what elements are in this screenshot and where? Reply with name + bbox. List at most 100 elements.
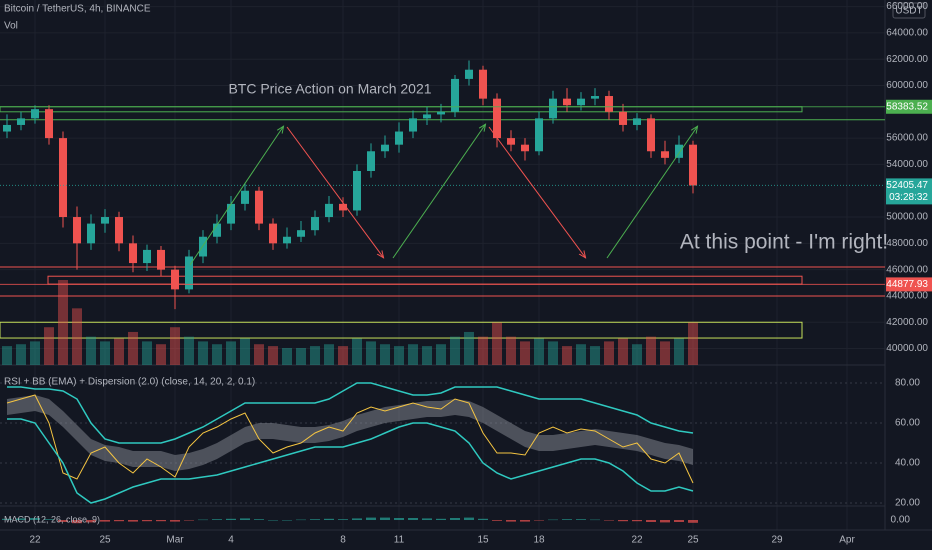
macd-bar: [282, 520, 292, 521]
y-tick-label: 54000.00: [886, 159, 928, 170]
candle-body: [59, 138, 67, 218]
volume-bar: [72, 308, 82, 365]
annotation: BTC Price Action on March 2021: [228, 81, 431, 97]
candle-body: [661, 151, 669, 158]
macd-bar: [310, 519, 320, 520]
macd-bar: [618, 520, 628, 522]
volume-bar: [338, 346, 348, 365]
candle-body: [423, 114, 431, 119]
macd-bar: [44, 519, 54, 520]
y-tick-label: 20.00: [895, 498, 920, 509]
x-tick-label: 29: [771, 535, 783, 546]
volume-bar: [380, 344, 390, 365]
volume-bar: [450, 336, 460, 365]
currency[interactable]: USDT: [895, 6, 922, 17]
volume-bar: [506, 336, 516, 365]
candle-body: [577, 98, 585, 106]
volume-bar: [128, 331, 138, 365]
candle-body: [227, 203, 235, 224]
candle-body: [3, 124, 11, 132]
y-tick-label: 66000.00: [886, 1, 928, 12]
volume-bar: [100, 341, 110, 365]
volume-bar: [86, 336, 96, 365]
currency-box[interactable]: [892, 2, 926, 19]
candle-body: [31, 109, 39, 119]
macd-bar: [492, 520, 502, 521]
y-tick-label: 40.00: [895, 458, 920, 469]
macd-bar: [2, 518, 12, 520]
candle-body: [17, 118, 25, 125]
candle-body: [437, 111, 445, 115]
volume-bar: [520, 341, 530, 365]
macd-bar: [58, 520, 68, 522]
candle-body: [507, 138, 515, 145]
candle-body: [339, 203, 347, 211]
candle-body: [87, 223, 95, 244]
macd-bar: [240, 518, 250, 520]
macd-bar: [296, 519, 306, 521]
macd-bar: [128, 520, 138, 522]
candle-body: [213, 223, 221, 237]
macd-bar: [590, 519, 600, 521]
arrow: [392, 125, 485, 259]
macd-bar: [86, 520, 96, 523]
macd-bar: [660, 520, 670, 523]
price-label-box: [886, 99, 932, 114]
volume-bar: [16, 344, 26, 365]
candle-body: [591, 96, 599, 99]
macd-bar: [604, 520, 614, 521]
candle-body: [297, 230, 305, 237]
macd-bar: [646, 520, 656, 522]
volume-bar: [604, 341, 614, 365]
y-tick-label: 60.00: [895, 418, 920, 429]
macd-bar: [688, 520, 698, 523]
macd-bar: [632, 520, 642, 522]
y-tick-label: 60000.00: [886, 80, 928, 91]
candle-body: [409, 118, 417, 132]
volume-bar: [254, 344, 264, 365]
candle-body: [647, 118, 655, 152]
volume-bar: [660, 341, 670, 365]
volume-bar: [114, 338, 124, 365]
volume-bar: [562, 346, 572, 365]
macd-bar: [534, 520, 544, 521]
rsi-line: [7, 382, 694, 444]
candle-body: [367, 151, 375, 171]
volume-bar: [324, 344, 334, 365]
macd-bar: [114, 520, 124, 522]
candle-body: [493, 98, 501, 139]
macd-bar: [352, 518, 362, 520]
candle-body: [605, 96, 613, 112]
candle-body: [185, 256, 193, 290]
x-tick-label: 22: [29, 535, 41, 546]
countdown: 03:28:32: [889, 192, 928, 203]
x-tick-label: 18: [533, 535, 545, 546]
volume-bar: [674, 338, 684, 365]
y-tick-label: 0.00: [891, 515, 911, 526]
candle-body: [689, 144, 697, 186]
macd-bar: [100, 520, 110, 522]
candle-body: [619, 111, 627, 125]
candle-body: [171, 269, 179, 290]
candle-body: [381, 144, 389, 152]
macd-label: MACD (12, 26, close, 9): [4, 514, 100, 524]
y-tick-label: 42000.00: [886, 317, 928, 328]
macd-bar: [548, 519, 558, 521]
candle-body: [269, 223, 277, 244]
arrow: [286, 126, 383, 257]
volume-bar: [408, 344, 418, 365]
candle-body: [479, 69, 487, 99]
macd-bar: [520, 520, 530, 522]
macd-bar: [212, 519, 222, 520]
candle-body: [101, 217, 109, 224]
volume-label: Vol: [4, 21, 18, 32]
volume-bar: [534, 338, 544, 365]
candle-body: [241, 190, 249, 204]
y-tick-label: 48000.00: [886, 238, 928, 249]
volume-bar: [548, 341, 558, 365]
chart-title: Bitcoin / TetherUS, 4h, BINANCE: [4, 4, 151, 15]
candle-body: [283, 236, 291, 244]
annotation: At this point - I'm right!: [680, 231, 888, 254]
volume-bar: [632, 344, 642, 365]
volume-bar: [422, 346, 432, 365]
